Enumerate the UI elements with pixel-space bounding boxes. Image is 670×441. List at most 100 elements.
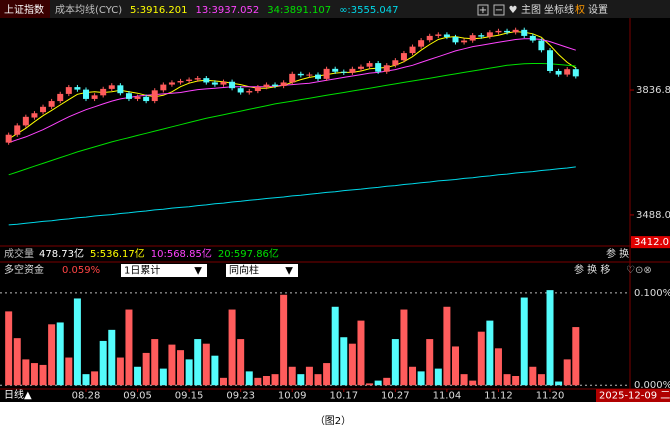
bar xyxy=(529,366,537,386)
candle-body xyxy=(5,134,12,143)
window-icons: + − ♥ xyxy=(477,4,518,16)
dropdown-arrow[interactable]: ▼ xyxy=(194,266,202,277)
bar xyxy=(177,350,185,386)
candle-body xyxy=(486,32,493,37)
date-box xyxy=(596,389,670,402)
bar xyxy=(271,374,279,386)
volume-ma-label: 5:536.17亿 xyxy=(90,247,145,260)
sub-icons[interactable]: ♡⊙⊗ xyxy=(626,265,652,276)
icon[interactable] xyxy=(493,4,505,16)
bar xyxy=(73,298,81,386)
y-tick-label: 3836.8 xyxy=(636,85,670,96)
candle-body xyxy=(383,65,390,72)
bar xyxy=(546,290,554,386)
bar xyxy=(39,364,47,386)
bar xyxy=(391,339,399,386)
bar xyxy=(159,368,167,386)
bar xyxy=(357,320,365,386)
bar xyxy=(417,371,425,386)
bar xyxy=(486,320,494,386)
icon-heart[interactable]: ♥ xyxy=(509,5,518,16)
icon-minus[interactable]: − xyxy=(495,5,503,16)
sub-buttons[interactable]: 参 换 移 xyxy=(574,263,610,276)
candle-body xyxy=(160,84,167,91)
bar xyxy=(494,348,502,386)
candle-body xyxy=(125,93,132,99)
candle-body xyxy=(426,35,433,41)
y-tick-label: 0.000% xyxy=(634,380,670,391)
bar xyxy=(323,363,331,386)
dropdown-text[interactable]: 同向柱 xyxy=(229,264,259,277)
candle-body xyxy=(254,87,261,92)
sub-title: 多空资金 xyxy=(4,263,44,276)
bar xyxy=(555,381,563,386)
candle-body xyxy=(186,79,193,82)
sub-value: 0.059% xyxy=(62,265,100,276)
bar xyxy=(280,294,288,386)
candle-body xyxy=(572,69,579,77)
bar xyxy=(185,359,193,386)
icon-plus[interactable]: + xyxy=(479,5,487,16)
dropdown[interactable] xyxy=(121,264,207,277)
bar xyxy=(537,374,545,386)
candle-body xyxy=(315,74,322,79)
bar xyxy=(228,309,236,386)
bar xyxy=(65,357,73,386)
bar xyxy=(211,355,219,386)
bar xyxy=(202,343,210,386)
x-tick-label: 11.04 xyxy=(433,391,462,402)
candle-body xyxy=(452,36,459,43)
bar xyxy=(297,374,305,386)
candle-body xyxy=(478,35,485,37)
indicator: 成本均线(CYC) xyxy=(55,3,122,16)
volume-buttons[interactable]: 参 换 xyxy=(606,247,629,260)
candle-body xyxy=(375,63,382,72)
button[interactable]: 权 xyxy=(575,3,585,16)
dropdown-text[interactable]: 1日累计 xyxy=(124,264,160,277)
period[interactable]: 日线▲ xyxy=(4,388,32,401)
candle-body xyxy=(435,34,442,36)
candle-body xyxy=(22,116,29,126)
candle-body xyxy=(134,96,141,99)
button[interactable]: 设置 xyxy=(588,4,608,16)
bar xyxy=(460,374,468,386)
bar xyxy=(56,322,64,386)
button[interactable]: 坐标线 xyxy=(544,3,574,16)
candle-body xyxy=(289,73,296,83)
symbol: 上证指数 xyxy=(4,3,44,16)
x-tick-label: 09.23 xyxy=(226,391,255,402)
candle-body xyxy=(100,88,107,96)
x-tick-label: 08.28 xyxy=(72,391,101,402)
candle-body xyxy=(306,74,313,76)
bar xyxy=(125,309,133,386)
symbol-box xyxy=(0,0,50,18)
candle-body xyxy=(14,125,21,135)
volume-ma-label: 10:568.85亿 xyxy=(151,247,212,260)
bar xyxy=(262,376,270,386)
dropdown-arrow[interactable]: ▼ xyxy=(285,266,293,277)
bar xyxy=(331,306,339,386)
bar xyxy=(237,339,245,386)
button[interactable]: 主图 xyxy=(521,4,541,16)
bar xyxy=(142,352,150,386)
bar xyxy=(348,343,356,386)
candle-body xyxy=(220,81,227,85)
bar xyxy=(245,371,253,386)
candle-body xyxy=(529,35,536,41)
candle-body xyxy=(237,88,244,93)
icon[interactable] xyxy=(477,4,489,16)
bar xyxy=(451,346,459,386)
bar xyxy=(5,311,13,386)
candle-body xyxy=(143,96,150,102)
dropdown[interactable] xyxy=(226,264,298,277)
candle-body xyxy=(366,63,373,67)
bar xyxy=(151,339,159,386)
bar xyxy=(572,327,580,386)
ma-label: ∞:3555.047 xyxy=(339,5,398,16)
candle-body xyxy=(65,87,72,94)
candle-body xyxy=(400,53,407,61)
bar xyxy=(30,363,38,386)
candle-body xyxy=(31,113,38,118)
x-tick-label: 09.15 xyxy=(175,391,204,402)
